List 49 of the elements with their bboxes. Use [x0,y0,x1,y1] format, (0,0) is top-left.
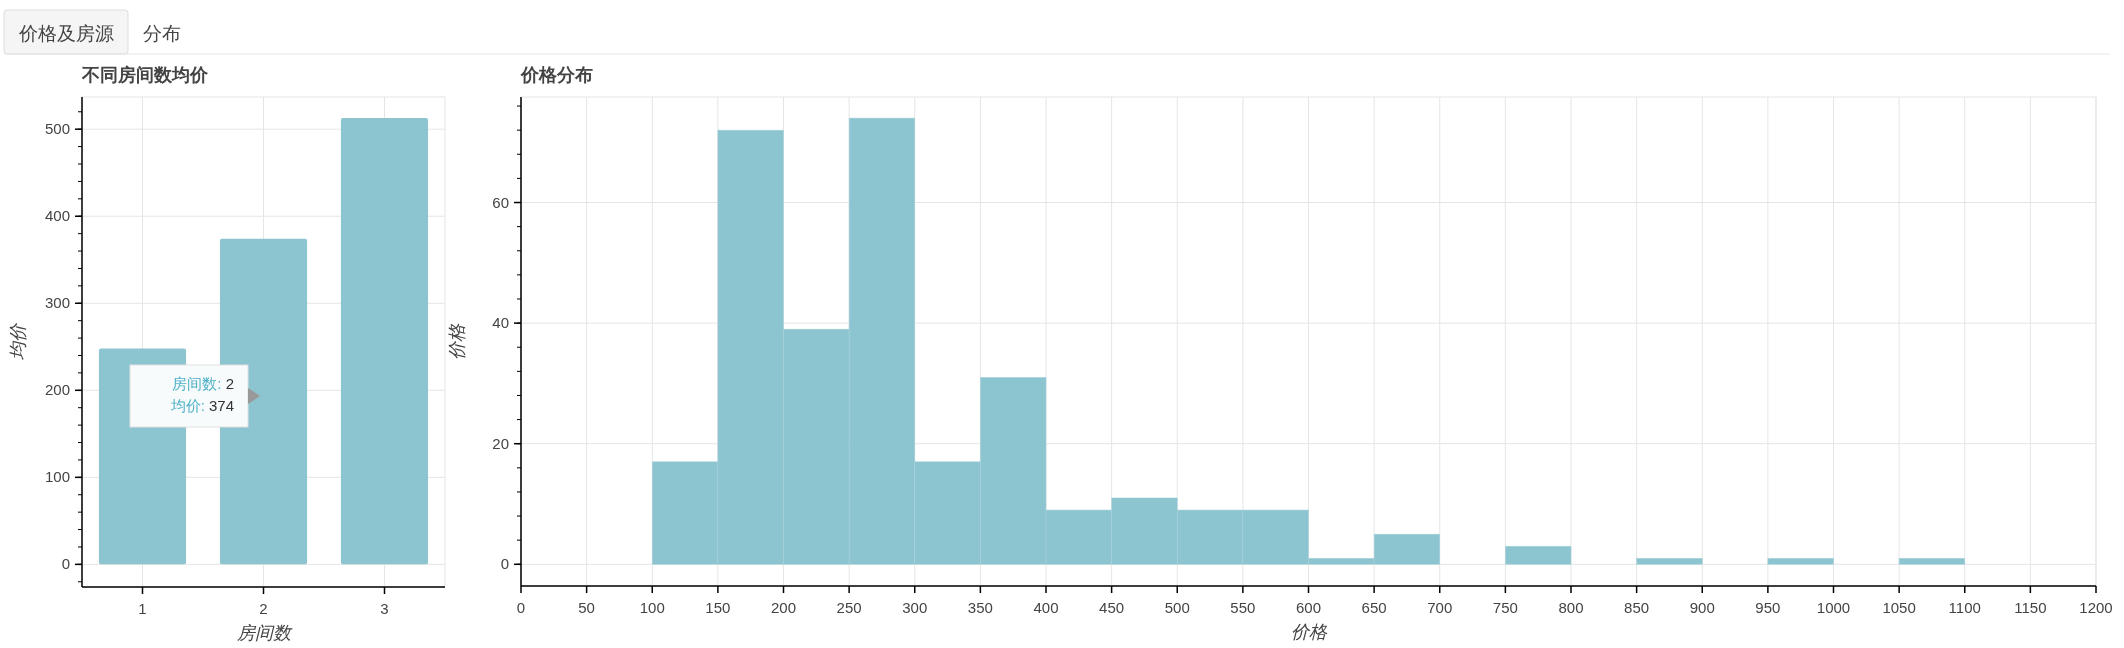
text: 价格及房源 [17,23,114,44]
x-tick-label: 550 [1230,599,1256,616]
annotation: 均价: 374 [169,397,234,414]
x-tick-label: 1200 [2079,599,2113,616]
x-tick-label: 150 [705,599,731,616]
x-tick-label: 2 [259,600,268,617]
y-tick-label: 20 [492,434,509,452]
x-tick-label: 350 [967,599,993,616]
x-tick-label: 900 [1689,599,1715,616]
bar [340,117,429,565]
text: 分布 [143,23,181,44]
x-tick-label: 700 [1427,599,1453,616]
x-tick-label: 800 [1558,599,1584,616]
y-tick-label: 0 [500,555,509,573]
y-tick-label: 0 [61,555,70,573]
x-tick-label: 750 [1492,599,1518,616]
x-axis-title: 价格 [1290,622,1328,642]
chart-title: 不同房间数均价 [81,65,209,85]
y-axis-title: 价格 [447,322,467,360]
x-axis-title: 房间数 [236,623,293,643]
annotation: 房间数: 2 [172,375,234,392]
chart-title: 价格分布 [520,65,593,85]
y-tick-label: 400 [44,207,70,225]
y-tick-label: 60 [492,193,509,211]
x-tick-label: 100 [639,599,665,616]
x-tick-label: 500 [1164,599,1190,616]
x-tick-label: 3 [380,600,389,617]
x-tick-label: 1 [138,600,147,617]
x-tick-label: 200 [770,599,797,616]
x-tick-label: 950 [1755,599,1781,616]
y-tick-label: 200 [44,381,70,399]
x-tick-label: 850 [1624,599,1650,616]
x-tick-label: 250 [836,599,862,616]
x-tick-label: 600 [1295,599,1322,616]
x-tick-label: 1050 [1882,599,1916,616]
y-tick-label: 500 [44,120,70,138]
x-tick-label: 450 [1099,599,1125,616]
x-tick-label: 1150 [2014,599,2047,616]
y-tick-label: 300 [44,294,70,312]
x-tick-label: 1000 [1816,599,1851,616]
y-tick-label: 100 [44,468,70,486]
x-tick-label: 50 [578,599,595,616]
x-tick-label: 400 [1033,599,1059,616]
x-tick-label: 650 [1361,599,1387,616]
x-tick-label: 1100 [1948,599,1981,616]
x-tick-label: 300 [902,599,928,616]
y-tick-label: 40 [492,314,509,332]
x-tick-label: 0 [516,599,526,616]
y-axis-title: 均价 [8,322,28,360]
